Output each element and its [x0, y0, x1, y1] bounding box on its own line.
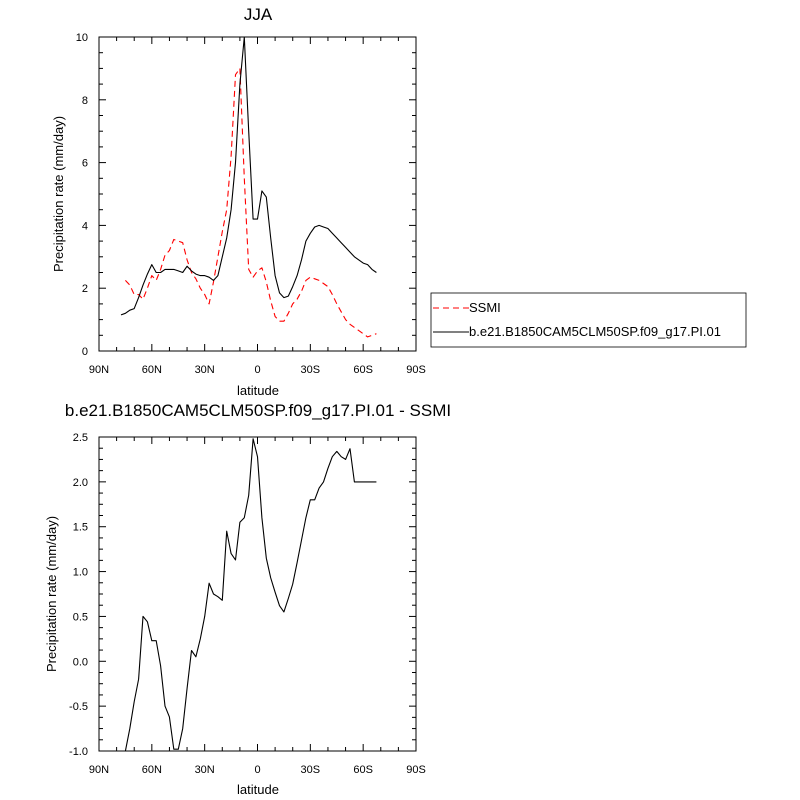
top-y-tick-label: 2 — [82, 283, 88, 295]
bottom-y-tick-label: -1.0 — [69, 746, 88, 758]
top-x-tick-label: 60S — [353, 364, 373, 376]
top-series-line-1 — [120, 36, 377, 316]
bottom-x-tick-label: 90N — [89, 764, 109, 776]
top-y-tick-label: 8 — [82, 95, 88, 107]
top-chart-title: JJA — [244, 5, 273, 24]
bottom-x-tick-label: 60S — [353, 764, 373, 776]
top-x-tick-label: 30S — [301, 364, 321, 376]
legend-box — [430, 292, 747, 348]
top-x-axis-label: latitude — [237, 383, 279, 398]
top-x-tick-label: 60N — [142, 364, 162, 376]
top-y-tick-label: 10 — [76, 32, 88, 44]
bottom-x-tick-label: 0 — [254, 764, 260, 776]
top-y-tick-label: 0 — [82, 346, 88, 358]
bottom-y-tick-label: 0.5 — [73, 611, 88, 623]
bottom-y-tick-label: 0.0 — [73, 656, 88, 668]
top-plot-frame — [98, 36, 417, 352]
bottom-y-tick-label: 2.5 — [73, 432, 88, 444]
bottom-x-tick-label: 60N — [142, 764, 162, 776]
bottom-y-axis-label: Precipitation rate (mm/day) — [44, 516, 59, 672]
legend-model-label: b.e21.B1850CAM5CLM50SP.f09_g17.PI.01 — [469, 324, 721, 339]
bottom-y-tick-label: 2.0 — [73, 477, 88, 489]
top-x-tick-label: 90N — [89, 364, 109, 376]
bottom-x-tick-label: 30S — [301, 764, 321, 776]
bottom-panel: b.e21.B1850CAM5CLM50SP.f09_g17.PI.01 - S… — [44, 401, 451, 797]
bottom-series-line-0 — [124, 438, 377, 752]
bottom-x-tick-label: 30N — [195, 764, 215, 776]
top-x-tick-label: 30N — [195, 364, 215, 376]
bottom-chart-title: b.e21.B1850CAM5CLM50SP.f09_g17.PI.01 - S… — [65, 401, 451, 420]
top-x-tick-label: 0 — [254, 364, 260, 376]
top-y-tick-label: 6 — [82, 158, 88, 170]
bottom-x-tick-label: 90S — [406, 764, 426, 776]
bottom-plot-frame — [98, 436, 417, 752]
bottom-y-tick-label: 1.5 — [73, 522, 88, 534]
legend: SSMI b.e21.B1850CAM5CLM50SP.f09_g17.PI.0… — [430, 292, 747, 348]
top-y-axis-label: Precipitation rate (mm/day) — [51, 116, 66, 272]
bottom-y-tick-label: -0.5 — [69, 701, 88, 713]
bottom-y-tick-label: 1.0 — [73, 567, 88, 579]
top-series-line-0 — [124, 67, 377, 338]
legend-ssmi-label: SSMI — [469, 300, 501, 315]
bottom-x-axis-label: latitude — [237, 782, 279, 797]
top-x-tick-label: 90S — [406, 364, 426, 376]
top-y-tick-label: 4 — [82, 220, 88, 232]
